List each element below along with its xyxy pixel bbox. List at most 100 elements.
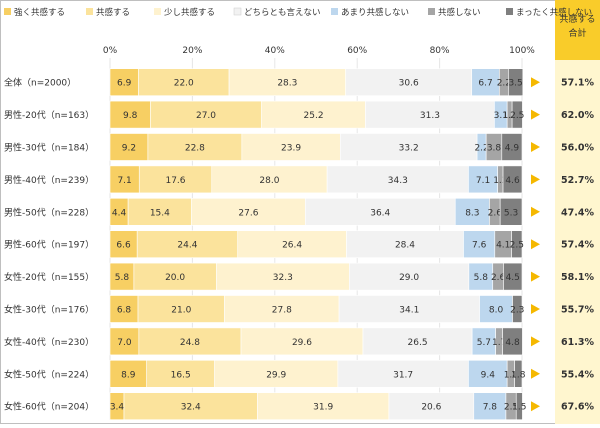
- legend-swatch: [4, 8, 11, 15]
- data-label: 1.2: [502, 111, 516, 121]
- bar-segment: [211, 165, 328, 194]
- bar-segment: [473, 392, 507, 421]
- bar-segment: [479, 295, 513, 323]
- bar-segment: [365, 100, 495, 129]
- legend-swatch: [506, 8, 513, 15]
- data-label: 28.0: [259, 176, 279, 186]
- bar-segment: [133, 262, 217, 291]
- data-label: 3.1: [494, 111, 508, 121]
- total-value: 55.4%: [561, 369, 594, 380]
- data-label: 7.1: [476, 176, 490, 186]
- data-label: 32.3: [273, 273, 293, 283]
- legend-label: 共感する: [96, 7, 130, 18]
- data-label: 9.8: [123, 111, 138, 121]
- bar-segment: [508, 68, 524, 96]
- category-label: 女性-40代（n=230）: [4, 336, 94, 348]
- total-value: 67.6%: [561, 402, 594, 413]
- total-column-header: [555, 0, 600, 60]
- data-label: 4.1: [496, 241, 510, 251]
- data-label: 2.6: [491, 273, 506, 283]
- data-label: 27.8: [272, 306, 292, 316]
- data-label: 31.9: [313, 403, 333, 413]
- data-label: 34.1: [399, 306, 419, 316]
- legend-swatch: [154, 8, 161, 15]
- bar-segment: [502, 165, 523, 194]
- data-label: 32.4: [181, 403, 201, 413]
- category-label: 女性-60代（n=204）: [4, 401, 94, 413]
- data-label: 31.3: [420, 111, 440, 121]
- data-label: 1.8: [504, 370, 519, 380]
- data-label: 9.2: [122, 144, 136, 154]
- arrow-marker: [531, 368, 540, 379]
- data-label: 5.8: [115, 273, 130, 283]
- data-label: 3.8: [487, 144, 502, 154]
- data-label: 1.5: [512, 403, 526, 413]
- bar-segment: [146, 359, 215, 388]
- bar-segment: [337, 359, 469, 388]
- data-label: 28.3: [277, 79, 297, 89]
- legend-swatch: [86, 8, 93, 15]
- bar-segment: [454, 198, 490, 226]
- data-label: 1.3: [493, 176, 507, 186]
- x-tick-label: 20%: [182, 46, 202, 56]
- bar-segment: [123, 392, 258, 421]
- data-label: 25.2: [304, 111, 324, 121]
- bar-segment: [109, 68, 139, 96]
- data-label: 5.8: [474, 273, 489, 283]
- data-label: 33.2: [399, 144, 419, 154]
- data-label: 4.8: [505, 338, 520, 348]
- bar-segment: [240, 327, 364, 356]
- data-label: 4.6: [505, 176, 520, 186]
- data-label: 20.0: [165, 273, 185, 283]
- bar-segment: [215, 262, 350, 291]
- data-label: 27.6: [238, 208, 258, 218]
- data-label: 1.7: [492, 338, 506, 348]
- category-label: 男性-20代（n=163）: [4, 109, 94, 121]
- bar-segment: [468, 165, 498, 194]
- legend-label: 共感しない: [438, 7, 481, 18]
- bar-segment: [127, 198, 192, 226]
- x-tick-label: 40%: [265, 46, 285, 56]
- data-label: 6.6: [116, 241, 131, 251]
- category-label: 女性-20代（n=155）: [4, 271, 94, 283]
- data-label: 6.8: [117, 306, 132, 316]
- x-tick-label: 60%: [347, 46, 367, 56]
- x-tick-label: 80%: [430, 46, 450, 56]
- x-tick-label: 0%: [103, 46, 118, 56]
- data-label: 17.6: [165, 176, 185, 186]
- data-label: 5.3: [504, 208, 518, 218]
- bar-segment: [346, 230, 464, 258]
- data-label: 16.5: [171, 370, 191, 380]
- total-value: 52.7%: [561, 175, 594, 186]
- bar-segment: [109, 230, 138, 258]
- data-label: 34.3: [388, 176, 408, 186]
- total-value: 56.0%: [561, 143, 594, 154]
- data-label: 15.4: [150, 208, 170, 218]
- arrow-marker: [531, 336, 540, 347]
- bar-segment: [502, 327, 523, 356]
- total-value: 47.4%: [561, 207, 594, 218]
- bar-segment: [237, 230, 347, 258]
- legend-label: 強く共感する: [14, 7, 65, 18]
- data-label: 2.5: [510, 111, 524, 121]
- bar-segment: [224, 295, 340, 323]
- bar-segment: [349, 262, 470, 291]
- data-label: 2.2: [474, 144, 488, 154]
- arrow-marker: [531, 239, 540, 250]
- data-label: 27.0: [196, 111, 216, 121]
- data-label: 28.4: [395, 241, 415, 251]
- bar-segment: [512, 295, 523, 323]
- arrow-marker: [531, 401, 540, 412]
- bar-segment: [137, 295, 225, 323]
- bar-segment: [499, 198, 523, 226]
- total-value: 58.1%: [561, 272, 594, 283]
- bar-segment: [304, 198, 456, 226]
- category-label: 男性-40代（n=239）: [4, 174, 94, 186]
- bar-segment: [326, 165, 469, 194]
- data-label: 5.7: [477, 338, 491, 348]
- bar-segment: [138, 165, 213, 194]
- bar-segment: [241, 133, 341, 161]
- bar-segment: [191, 198, 306, 226]
